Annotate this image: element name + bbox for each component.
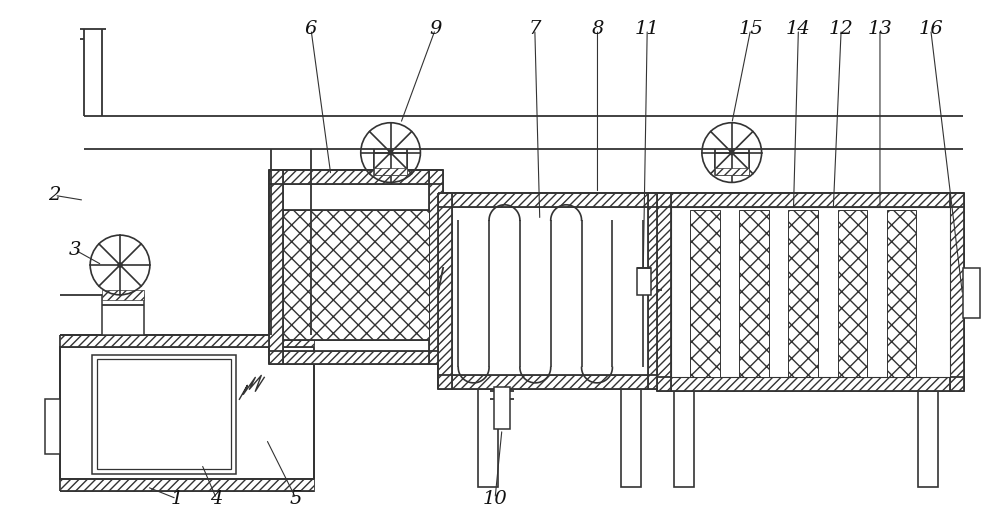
Bar <box>438 194 662 207</box>
Bar <box>269 170 443 185</box>
Bar <box>963 268 980 317</box>
Bar <box>283 210 429 339</box>
Bar <box>715 167 749 175</box>
Text: 5: 5 <box>290 490 302 508</box>
Bar <box>621 389 641 487</box>
Bar <box>374 153 407 175</box>
Bar <box>374 167 407 175</box>
Bar <box>887 210 916 378</box>
Bar <box>690 210 720 378</box>
Bar <box>788 210 818 378</box>
Bar <box>494 388 510 429</box>
Bar <box>657 194 964 391</box>
Text: 10: 10 <box>483 490 507 508</box>
Text: 2: 2 <box>48 186 61 204</box>
Text: 16: 16 <box>918 20 943 38</box>
Bar <box>45 399 60 454</box>
Bar <box>950 194 964 391</box>
Bar <box>97 359 231 469</box>
Text: 15: 15 <box>738 20 763 38</box>
Bar <box>102 290 144 300</box>
Text: 14: 14 <box>786 20 811 38</box>
Bar <box>715 153 749 175</box>
Text: 1: 1 <box>171 490 183 508</box>
Bar <box>671 207 950 378</box>
Text: 9: 9 <box>429 20 442 38</box>
Bar <box>657 194 671 391</box>
Bar <box>657 378 964 391</box>
Bar <box>674 391 694 487</box>
Text: 13: 13 <box>868 20 892 38</box>
Bar <box>918 391 938 487</box>
Bar <box>438 376 662 389</box>
Circle shape <box>730 151 734 155</box>
Bar <box>60 479 314 491</box>
Bar <box>60 479 314 491</box>
Text: 3: 3 <box>69 241 81 259</box>
Text: 4: 4 <box>210 490 223 508</box>
Bar <box>60 347 314 479</box>
Circle shape <box>118 263 122 267</box>
Text: 11: 11 <box>635 20 660 38</box>
Bar <box>102 295 144 335</box>
Bar <box>739 210 769 378</box>
Bar <box>92 355 236 474</box>
Bar <box>269 170 443 365</box>
Bar <box>838 210 867 378</box>
Bar <box>478 389 498 487</box>
Bar <box>269 350 443 365</box>
Bar <box>60 335 314 347</box>
Bar <box>429 170 443 365</box>
Bar <box>657 194 964 207</box>
Bar <box>648 194 662 389</box>
Bar <box>269 170 283 365</box>
Text: 8: 8 <box>591 20 604 38</box>
Bar <box>438 194 662 389</box>
Text: 6: 6 <box>305 20 317 38</box>
Bar <box>438 194 452 389</box>
Bar <box>637 268 651 295</box>
Bar <box>60 335 314 347</box>
Circle shape <box>388 151 393 155</box>
Text: 12: 12 <box>829 20 854 38</box>
Text: 7: 7 <box>529 20 541 38</box>
